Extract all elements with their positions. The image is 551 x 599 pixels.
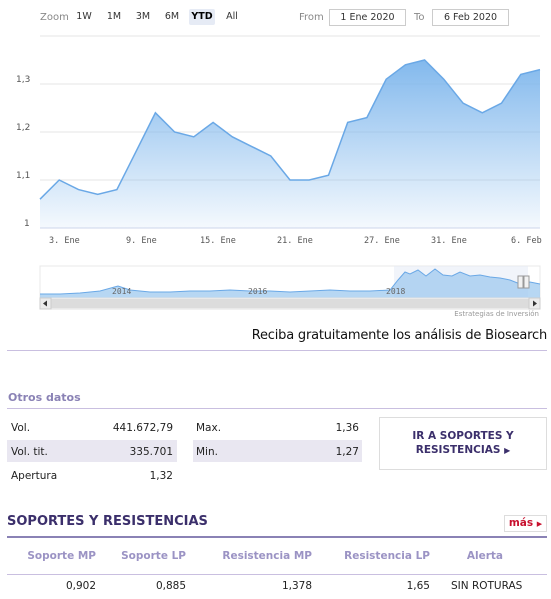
- cell-soporte-mp: 0,902: [65, 580, 96, 592]
- zoom-1m-button[interactable]: 1M: [106, 11, 122, 22]
- mas-button[interactable]: más ▶: [504, 515, 547, 532]
- y-tick-label: 1,1: [16, 171, 31, 181]
- navigator-year-label: 2014: [112, 287, 131, 296]
- y-tick-label: 1,2: [16, 123, 31, 133]
- zoom-label: Zoom: [40, 12, 69, 23]
- y-tick-label: 1,3: [16, 75, 31, 85]
- button-line-1: IR A SOPORTES Y: [412, 430, 514, 442]
- mas-label: más: [508, 517, 534, 529]
- vol-tit-value: 335.701: [129, 446, 173, 458]
- price-chart[interactable]: [0, 0, 551, 250]
- zoom-3m-button[interactable]: 3M: [135, 11, 151, 22]
- navigator-handle-left[interactable]: [517, 275, 524, 289]
- range-to-label: To: [414, 12, 425, 23]
- range-to-input[interactable]: 6 Feb 2020: [432, 9, 509, 26]
- x-tick-label: 21. Ene: [277, 236, 313, 246]
- y-tick-label: 1: [24, 219, 30, 229]
- vol-label: Vol.: [11, 422, 31, 434]
- apertura-label: Apertura: [11, 470, 58, 482]
- x-tick-label: 6. Feb: [511, 236, 542, 246]
- button-line-2: RESISTENCIAS: [415, 444, 501, 456]
- zoom-ytd-button[interactable]: YTD: [189, 9, 215, 25]
- x-tick-label: 3. Ene: [49, 236, 80, 246]
- row-shade: [193, 440, 362, 462]
- scrollbar-thumb[interactable]: [51, 299, 529, 308]
- x-tick-label: 15. Ene: [200, 236, 236, 246]
- navigator-series: [40, 269, 540, 298]
- max-label: Max.: [196, 422, 222, 434]
- col-header-soporte-lp: Soporte LP: [121, 550, 186, 562]
- price-area: [40, 60, 540, 228]
- caret-right-icon: ▶: [536, 520, 543, 528]
- chart-credits[interactable]: Estrategias de Inversión: [454, 310, 539, 318]
- zoom-6m-button[interactable]: 6M: [164, 11, 180, 22]
- vol-value: 441.672,79: [112, 422, 173, 434]
- sr-divider: [7, 536, 547, 538]
- cell-soporte-lp: 0,885: [155, 580, 186, 592]
- row-shade: [7, 440, 177, 462]
- x-tick-label: 31. Ene: [431, 236, 467, 246]
- divider: [7, 350, 547, 351]
- col-header-soporte-mp: Soporte MP: [27, 550, 96, 562]
- cell-resistencia-lp: 1,65: [406, 580, 430, 592]
- subscribe-link[interactable]: Reciba gratuitamente los análisis de Bio…: [251, 328, 547, 343]
- min-label: Min.: [196, 446, 218, 458]
- navigator-year-label: 2018: [386, 287, 405, 296]
- soportes-resistencias-button[interactable]: IR A SOPORTES Y RESISTENCIAS ▶: [379, 417, 547, 470]
- arrow-left-icon: [43, 300, 47, 307]
- vol-tit-label: Vol. tit.: [11, 446, 48, 458]
- navigator-year-label: 2016: [248, 287, 267, 296]
- navigator-line: [40, 268, 541, 295]
- col-header-resistencia-lp: Resistencia LP: [344, 550, 430, 562]
- zoom-all-button[interactable]: All: [226, 11, 238, 22]
- col-header-resistencia-mp: Resistencia MP: [222, 550, 312, 562]
- max-value: 1,36: [335, 422, 359, 434]
- sr-title: SOPORTES Y RESISTENCIAS: [7, 514, 208, 529]
- navigator-handle-right[interactable]: [523, 275, 530, 289]
- x-tick-label: 27. Ene: [364, 236, 400, 246]
- caret-right-icon: ▶: [504, 446, 511, 455]
- price-line: [39, 59, 541, 200]
- col-header-alerta: Alerta: [466, 550, 503, 562]
- cell-alerta: SIN ROTURAS: [451, 580, 523, 592]
- divider: [7, 574, 547, 575]
- cell-resistencia-mp: 1,378: [281, 580, 312, 592]
- divider: [7, 408, 547, 409]
- range-from-label: From: [299, 12, 324, 23]
- navigator[interactable]: 2014 2016 2018: [0, 260, 551, 315]
- arrow-right-icon: [533, 300, 537, 307]
- range-from-input[interactable]: 1 Ene 2020: [329, 9, 406, 26]
- zoom-1w-button[interactable]: 1W: [76, 11, 92, 22]
- min-value: 1,27: [335, 446, 359, 458]
- x-tick-label: 9. Ene: [126, 236, 157, 246]
- otros-datos-title: Otros datos: [8, 391, 81, 404]
- apertura-value: 1,32: [149, 470, 173, 482]
